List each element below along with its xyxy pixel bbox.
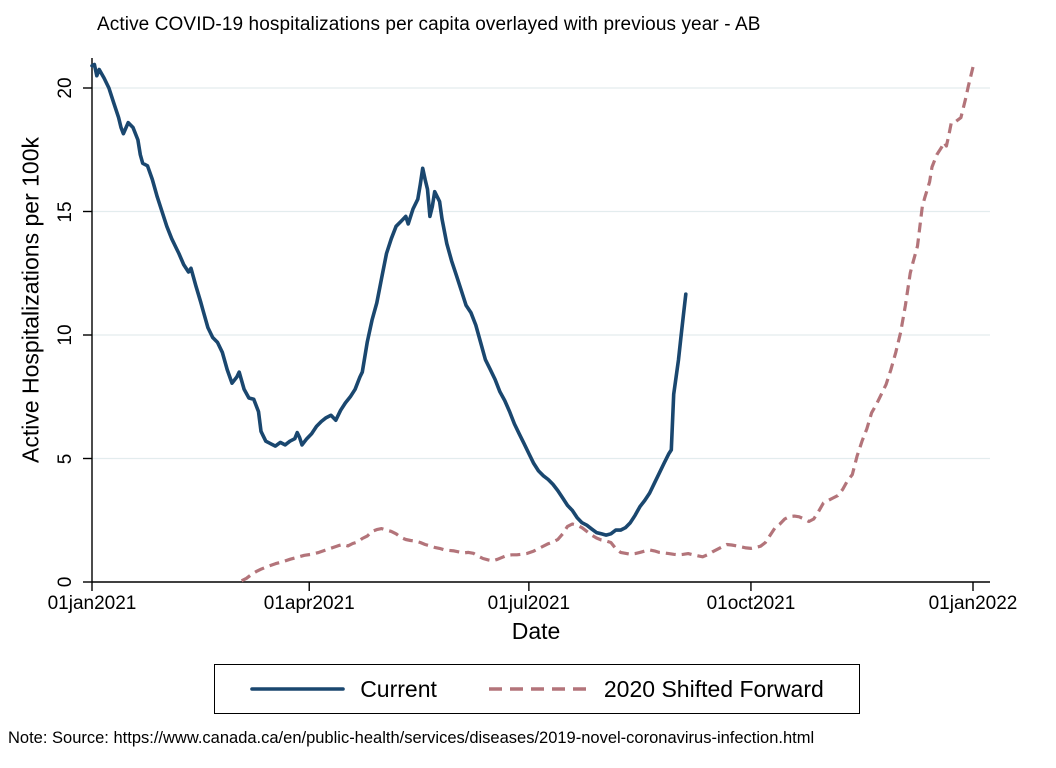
chart-title: Active COVID-19 hospitalizations per cap… [97, 14, 761, 35]
note-text: Note: Source: https://www.canada.ca/en/p… [8, 729, 815, 747]
legend-dashed-line-sample [488, 687, 587, 691]
y-tick-label: 15 [55, 200, 76, 223]
y-tick-label: 5 [55, 453, 76, 464]
legend-label-shifted: 2020 Shifted Forward [603, 675, 824, 702]
x-axis-title: Date [511, 618, 561, 644]
y-tick-label: 0 [55, 576, 76, 588]
x-tick-label: 01jul2021 [487, 593, 571, 614]
y-tick-label: 10 [55, 324, 76, 346]
series-line-2020-shifted-forward [240, 66, 975, 583]
series-line-current [90, 62, 688, 537]
x-tick-label: 01apr2021 [263, 593, 355, 614]
x-tick-label: 01jan2022 [928, 593, 1018, 614]
y-tick-label: 20 [55, 77, 76, 99]
legend: Current 2020 Shifted Forward [214, 664, 860, 714]
x-tick-label: 01jan2021 [47, 593, 137, 614]
x-tick-label: 01oct2021 [706, 593, 796, 614]
legend-label-current: Current [360, 675, 437, 702]
legend-solid-line-sample [250, 687, 345, 691]
